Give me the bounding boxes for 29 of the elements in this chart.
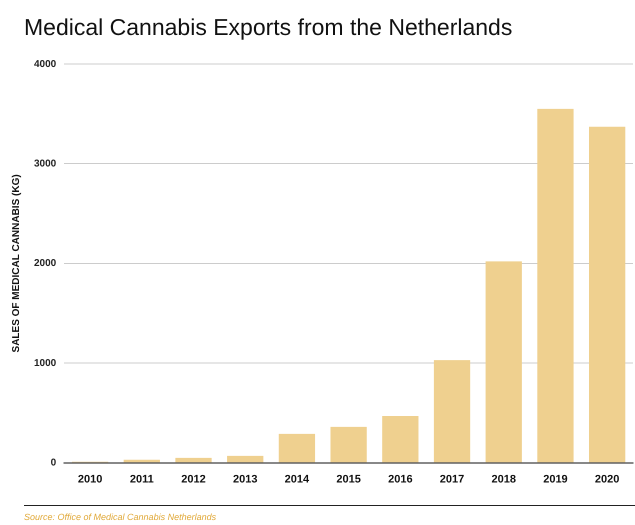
x-tick-label: 2014 xyxy=(284,473,310,486)
x-tick-label: 2015 xyxy=(336,473,361,486)
x-tick-label: 2011 xyxy=(130,473,154,486)
source-note: Source: Office of Medical Cannabis Netherlands xyxy=(24,512,216,522)
bar xyxy=(278,434,316,462)
x-tick-label: 2018 xyxy=(491,473,516,486)
y-tick-label: 3000 xyxy=(34,158,57,170)
chart-title: Medical Cannabis Exports from the Netherlands xyxy=(24,14,512,41)
x-tick-label: 2019 xyxy=(543,473,568,486)
y-tick-label: 1000 xyxy=(34,358,57,369)
y-axis-title: SALES OF MEDICAL CANNABIS (KG) xyxy=(10,174,22,352)
x-tick-label: 2020 xyxy=(594,473,620,486)
y-tick-label: 4000 xyxy=(34,58,57,70)
y-tick-label: 0 xyxy=(50,458,57,469)
x-tick-label: 2016 xyxy=(388,473,413,486)
bar xyxy=(227,456,264,462)
x-tick-label: 2017 xyxy=(440,473,464,486)
y-tick-label: 2000 xyxy=(34,258,57,270)
bar xyxy=(175,458,212,462)
bar xyxy=(330,426,367,462)
x-tick-label: 2010 xyxy=(78,473,102,486)
bar xyxy=(382,416,418,462)
bar xyxy=(434,360,470,462)
bar xyxy=(589,126,626,462)
bar xyxy=(537,108,574,462)
bar xyxy=(486,261,522,462)
bar xyxy=(124,460,160,462)
x-tick-label: 2013 xyxy=(232,473,258,486)
x-tick-label: 2012 xyxy=(181,473,206,486)
